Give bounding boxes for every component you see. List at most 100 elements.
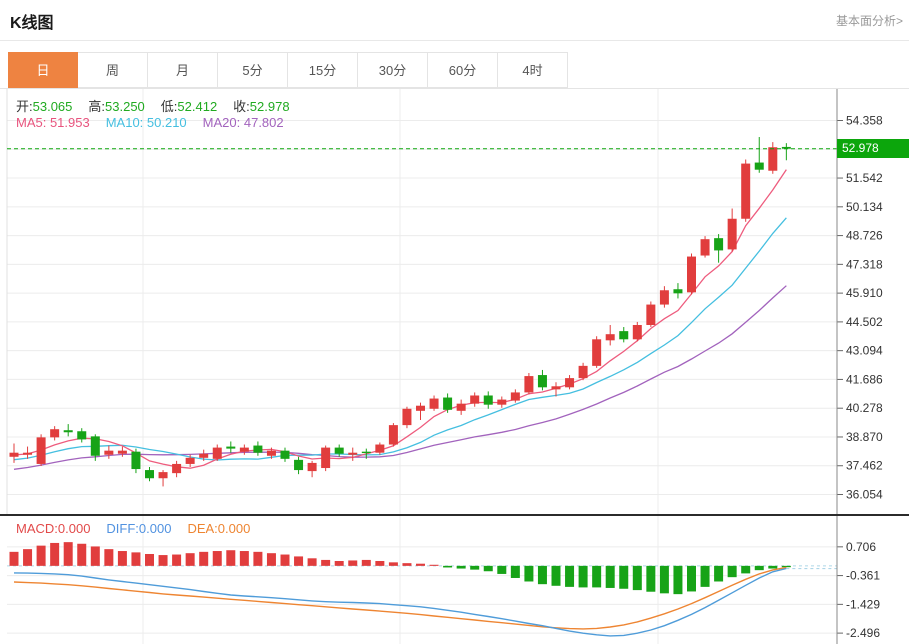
macd-bar — [266, 553, 276, 566]
candle-body — [239, 447, 249, 452]
y-axis-label: 45.910 — [846, 286, 883, 300]
ohlc-label-3: 收: — [233, 99, 250, 114]
macd-axis-label: -1.429 — [846, 597, 880, 611]
candle-body — [768, 147, 778, 171]
fundamental-analysis-link[interactable]: 基本面分析> — [835, 14, 903, 28]
macd-bar — [497, 565, 507, 574]
macd-bar — [510, 565, 520, 578]
candle-body — [185, 457, 195, 464]
ma10-line — [13, 217, 787, 461]
candle-body — [361, 451, 371, 454]
candle-body — [687, 256, 696, 293]
macd-item-1: DIFF:0.000 — [106, 521, 171, 536]
candle-body — [172, 463, 182, 474]
ohlc-item-0: 开:53.065 — [16, 99, 72, 114]
macd-bar — [537, 565, 547, 585]
macd-bar — [632, 565, 642, 591]
candle-body — [294, 459, 304, 471]
macd-bar — [416, 563, 425, 566]
tab-interval-1[interactable]: 周 — [78, 52, 148, 88]
candle-body — [673, 289, 683, 294]
diff-line — [13, 567, 787, 637]
macd-bar — [63, 542, 73, 566]
candle-body — [470, 395, 480, 404]
candle-body — [632, 324, 642, 340]
macd-item-2: DEA:0.000 — [187, 521, 250, 536]
macd-bar — [592, 565, 602, 588]
candle-body — [158, 472, 168, 479]
tab-bar-inner: 日周月 5分 15分 30分 60分 4时 — [8, 52, 909, 88]
candle-body — [443, 397, 453, 410]
candlestick-chart[interactable]: 54.358 51.542 50.134 48.726 47.318 45.910 44.5… — [0, 89, 909, 514]
tab-interval-0[interactable]: 日 — [8, 52, 78, 88]
candle-body — [9, 452, 19, 457]
candle-body — [90, 436, 100, 456]
candle-body — [212, 447, 222, 459]
candle-body — [700, 239, 710, 256]
macd-bar — [727, 565, 737, 578]
macd-bar — [145, 553, 154, 566]
ma-item-2: MA20: 47.802 — [203, 115, 284, 130]
tab-interval-5[interactable]: 30分 — [358, 52, 428, 88]
candle-body — [131, 451, 141, 470]
candle-body — [659, 290, 669, 305]
ohlc-label-0: 开: — [16, 99, 33, 114]
ohlc-value-2: 52.412 — [177, 99, 218, 114]
macd-bar — [239, 551, 249, 566]
candle-body — [36, 437, 46, 464]
candle-body — [388, 425, 398, 445]
macd-bar — [131, 552, 141, 566]
tab-interval-3[interactable]: 5分 — [218, 52, 288, 88]
macd-text-1: DIFF:0.000 — [106, 521, 172, 536]
macd-bar — [741, 565, 751, 574]
macd-bar — [307, 558, 317, 566]
candle-body — [226, 446, 236, 449]
y-axis-label: 41.686 — [846, 372, 883, 386]
candle-body — [524, 376, 534, 393]
tab-interval-7[interactable]: 4时 — [498, 52, 568, 88]
macd-bar — [781, 565, 791, 568]
candle-body — [145, 470, 154, 479]
macd-bar — [687, 565, 696, 592]
ohlc-value-1: 53.250 — [105, 99, 145, 114]
ohlc-readout: 开:53.065 高:53.250 低:52.412 收:52.978 — [16, 96, 306, 115]
y-axis-label: 51.542 — [846, 171, 883, 185]
macd-bar — [673, 565, 683, 595]
macd-bar — [714, 565, 724, 582]
page-title: K线图 — [10, 15, 54, 32]
candle-body — [605, 334, 615, 341]
y-axis-label: 40.278 — [846, 401, 883, 415]
candle-body — [537, 375, 547, 388]
candle-body — [510, 392, 520, 401]
macd-bar — [199, 551, 209, 566]
y-axis-label: 54.358 — [846, 114, 883, 128]
macd-chart[interactable]: 0.706 -0.361 -1.429 -2.496 — [0, 516, 909, 644]
candle-body — [50, 429, 60, 438]
ohlc-item-3: 收:52.978 — [233, 99, 289, 114]
candle-body — [497, 399, 507, 405]
tab-interval-6[interactable]: 60分 — [428, 52, 498, 88]
macd-bar — [361, 559, 371, 566]
candle-body — [253, 445, 263, 453]
ma-item-0: MA5: 51.953 — [16, 115, 90, 130]
macd-bar — [605, 565, 615, 588]
candle-body — [307, 462, 317, 472]
macd-bar — [388, 562, 398, 566]
macd-bar — [443, 565, 453, 568]
macd-bar — [700, 565, 710, 587]
candle-body — [483, 395, 493, 405]
macd-readout: MACD:0.000 DIFF:0.000 DEA:0.000 — [16, 521, 266, 536]
macd-text-2: DEA:0.000 — [187, 521, 251, 536]
y-axis-label: 48.726 — [846, 229, 883, 243]
macd-bar — [50, 542, 60, 566]
candle-body — [348, 452, 358, 455]
ma-readout: MA5: 51.953 MA10: 50.210 MA20: 47.802 — [16, 115, 300, 130]
macd-bar — [768, 565, 778, 569]
ohlc-label-1: 高: — [88, 99, 106, 114]
tab-interval-4[interactable]: 15分 — [288, 52, 358, 88]
candle-body — [551, 386, 561, 390]
ma-text-2: MA20: 47.802 — [202, 115, 284, 130]
tab-interval-2[interactable]: 月 — [148, 52, 218, 88]
macd-bar — [36, 545, 46, 566]
candle-body — [416, 405, 425, 411]
